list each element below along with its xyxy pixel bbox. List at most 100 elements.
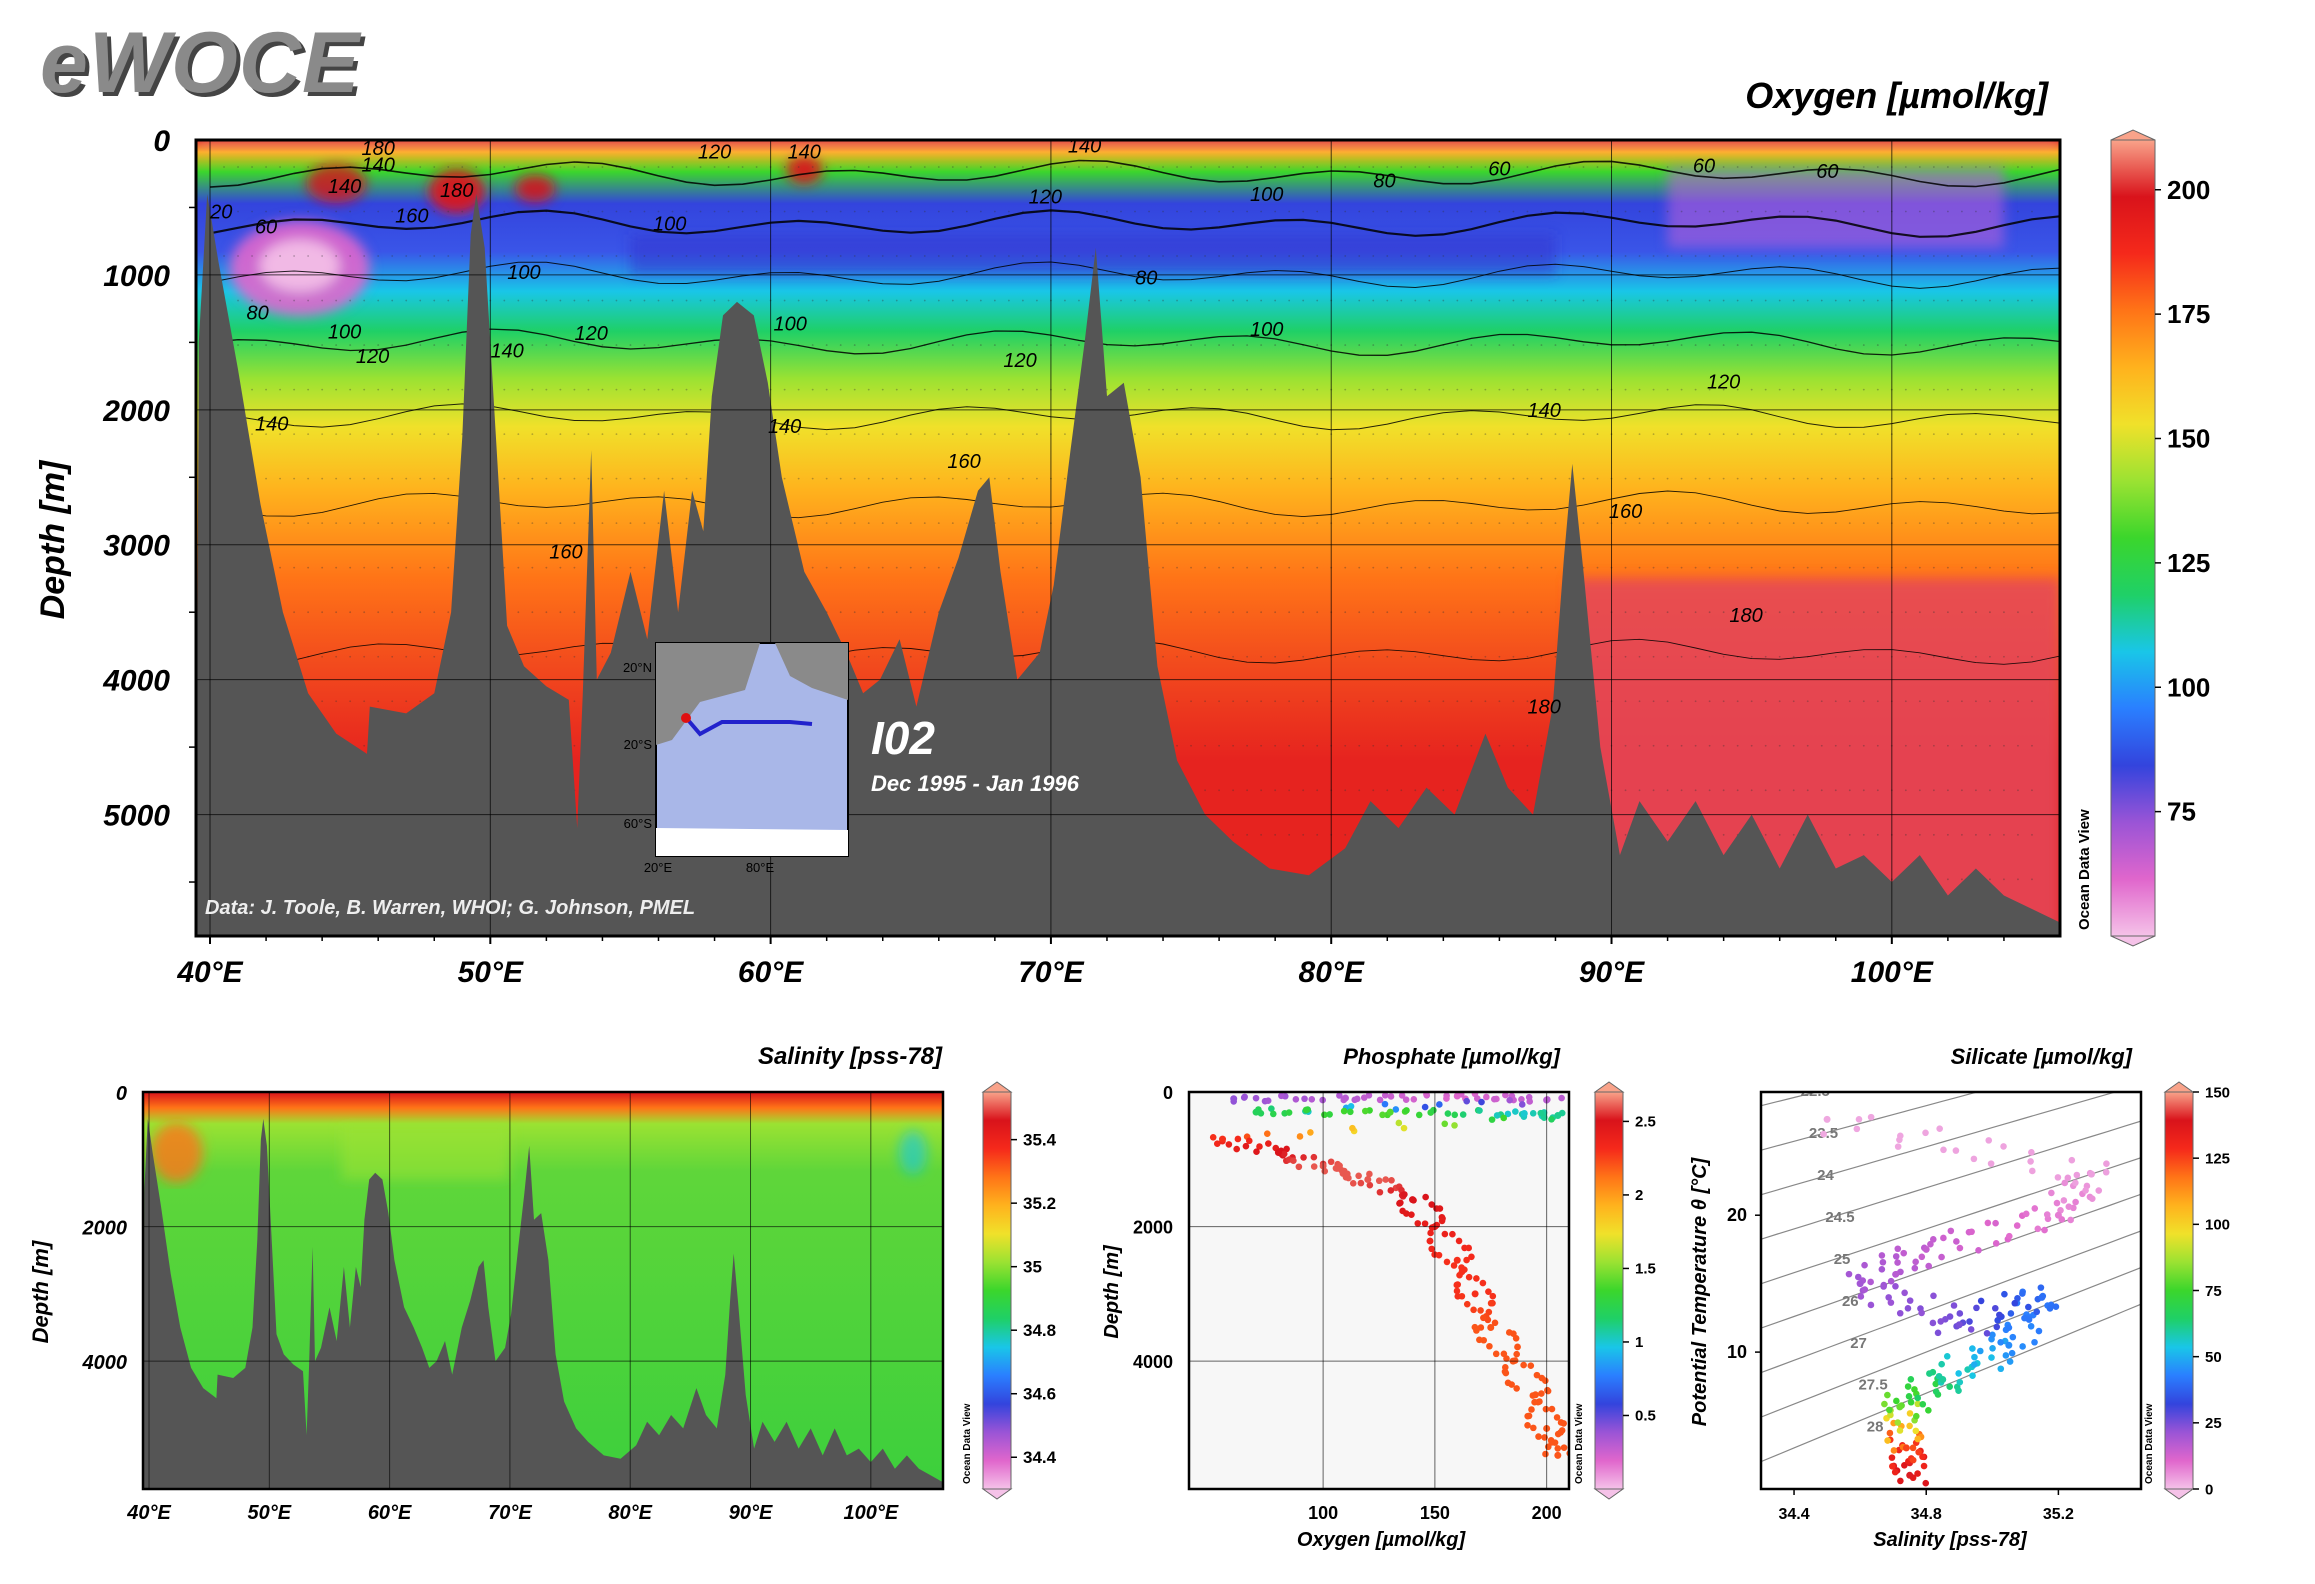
sample-dot (1134, 388, 1136, 391)
sample-dot (601, 433, 604, 436)
sample-dot (783, 255, 786, 257)
sample-dot (1750, 611, 1753, 614)
sample-dot (1736, 166, 1739, 168)
pho-point (1486, 1342, 1493, 1350)
sample-dot (615, 477, 618, 480)
sample-dot (2031, 878, 2033, 881)
sample-dot (1764, 344, 1767, 346)
sample-dot (1750, 344, 1753, 346)
sample-dot (1722, 255, 1725, 257)
sample-dot (1792, 210, 1795, 213)
pho-point (1504, 1110, 1512, 1118)
ts-point (2027, 1322, 2035, 1330)
sample-dot (1918, 388, 1921, 391)
sample-dot (433, 655, 436, 658)
sal-x-tick-label: 80°E (608, 1502, 652, 1524)
sample-dot (1848, 388, 1851, 391)
sample-dot (839, 299, 842, 302)
sample-dot (1904, 655, 1907, 658)
sample-dot (923, 299, 926, 302)
ts-point (2002, 1352, 2010, 1359)
sample-dot (1848, 700, 1851, 703)
pho-point (1398, 1092, 1406, 1099)
ts-point (2028, 1148, 2035, 1156)
sample-dot (937, 388, 940, 391)
pho-point (1427, 1229, 1434, 1237)
sample-dot (1148, 388, 1150, 391)
sample-dot (573, 388, 576, 391)
sample-dot (1414, 255, 1417, 257)
sample-dot (1218, 744, 1220, 747)
sample-dot (1708, 388, 1711, 391)
sample-dot (349, 388, 352, 391)
sample-dot (1876, 522, 1879, 525)
ts-point (2006, 1358, 2014, 1365)
pho-point (1376, 1096, 1384, 1104)
pho-point (1253, 1148, 1260, 1155)
sample-dot (853, 611, 856, 614)
sample-dot (867, 477, 870, 480)
cruise-label: I02 (871, 712, 935, 764)
sample-dot (433, 566, 436, 569)
ts-point (2052, 1303, 2060, 1311)
sample-dot (923, 655, 926, 658)
sample-dot (1162, 566, 1164, 569)
sample-dot (1750, 522, 1753, 525)
sample-dot (1470, 522, 1473, 525)
sample-dot (1975, 700, 1977, 703)
sample-dot (1568, 255, 1571, 257)
sample-dot (1666, 166, 1669, 168)
sample-dot (1204, 299, 1206, 302)
sample-dot (685, 522, 688, 525)
sample-dot (1007, 255, 1010, 257)
sample-dot (391, 166, 394, 168)
sample-dot (1792, 522, 1795, 525)
sample-dot (1862, 833, 1865, 836)
pho-point (1453, 1256, 1461, 1264)
sample-dot (573, 433, 576, 436)
y-tick-label: 4000 (102, 665, 170, 698)
sample-dot (1190, 210, 1192, 213)
pho-point (1554, 1112, 1562, 1120)
high-salinity-patch (150, 1122, 203, 1183)
sample-dot (1820, 611, 1823, 614)
sample-dot (1820, 433, 1823, 436)
sample-dot (713, 344, 716, 346)
ts-point (1925, 1262, 1933, 1270)
sample-dot (307, 522, 310, 525)
sample-dot (993, 299, 996, 302)
ts-point (1856, 1280, 1864, 1288)
sample-dot (1792, 388, 1795, 391)
sample-dot (923, 255, 926, 257)
pho-point (1533, 1371, 1541, 1379)
pho-point (1473, 1275, 1480, 1282)
sample-dot (951, 388, 954, 391)
sample-dot (909, 611, 912, 614)
sample-dot (1512, 477, 1515, 480)
pho-point (1428, 1245, 1435, 1253)
sample-dot (811, 433, 814, 436)
sample-dot (1540, 433, 1543, 436)
sample-dot (321, 210, 324, 213)
sample-dot (265, 299, 267, 302)
sample-dot (1652, 566, 1655, 569)
sample-dot (1778, 833, 1781, 836)
sample-dot (881, 344, 884, 346)
pho-point (1465, 1244, 1473, 1252)
sample-dot (2031, 388, 2033, 391)
pho-point (1379, 1111, 1386, 1119)
sample-dot (1764, 433, 1767, 436)
sample-dot (965, 299, 968, 302)
sample-dot (1540, 655, 1543, 658)
sample-dot (559, 255, 562, 257)
pho-point (1528, 1406, 1535, 1413)
sample-dot (503, 388, 506, 391)
isopycnal-label: 25 (1834, 1251, 1851, 1268)
sample-dot (1680, 744, 1683, 747)
pho-point (1308, 1095, 1316, 1103)
sample-dot (237, 166, 239, 168)
sample-dot (391, 566, 394, 569)
sample-dot (1848, 655, 1851, 658)
sample-dot (1778, 388, 1781, 391)
sample-dot (1946, 789, 1949, 792)
